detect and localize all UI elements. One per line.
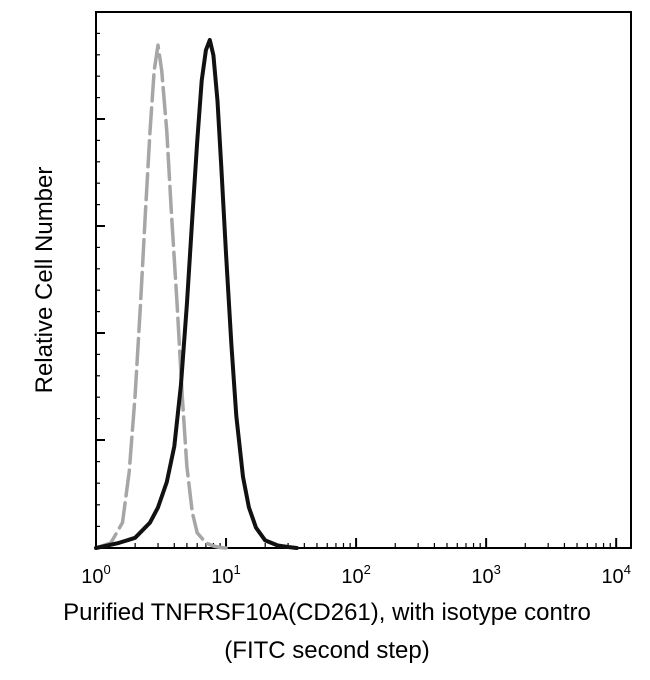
x-tick-label: 103 (471, 562, 500, 588)
y-axis-ticks (96, 11, 105, 549)
x-tick-label: 104 (601, 562, 630, 588)
plot-frame (95, 11, 632, 549)
x-tick-label: 100 (81, 562, 110, 588)
x-tick-label: 102 (341, 562, 370, 588)
x-axis-label-line-1: Purified TNFRSF10A(CD261), with isotype … (63, 599, 591, 626)
isotype-control-curve (94, 43, 228, 550)
x-tick-label: 101 (211, 562, 240, 588)
sample-curve (94, 38, 299, 550)
series-layer (94, 38, 299, 550)
x-axis-ticks (95, 538, 618, 548)
x-axis-label-line-2: (FITC second step) (224, 637, 429, 664)
x-tick-labels: 100 101 102 103 104 (81, 562, 631, 588)
y-axis-label: Relative Cell Number (31, 167, 58, 394)
